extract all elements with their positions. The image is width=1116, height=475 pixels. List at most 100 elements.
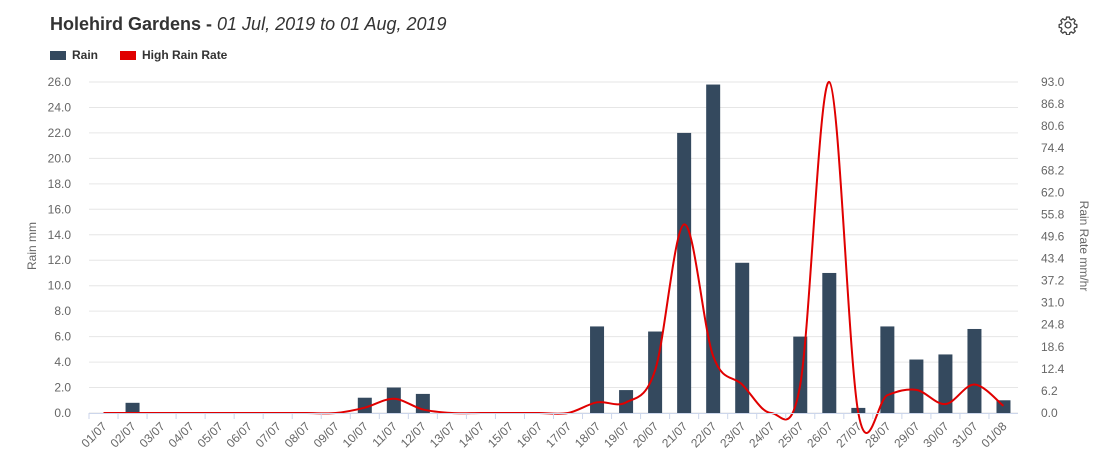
y-tick-label: 4.0 — [54, 355, 71, 369]
rain-bar[interactable] — [938, 354, 953, 413]
rain-bar[interactable] — [706, 84, 721, 414]
rate-series-line[interactable] — [103, 80, 1005, 434]
x-tick-label: 10/07 — [340, 419, 371, 450]
x-tick-label: 26/07 — [804, 419, 835, 450]
x-tick-label: 18/07 — [572, 419, 603, 450]
rate-point[interactable] — [913, 387, 919, 393]
rate-point[interactable] — [1000, 403, 1006, 409]
rain-bar[interactable] — [909, 359, 924, 413]
x-axis: 01/0702/0703/0704/0705/0706/0707/0708/07… — [79, 413, 1018, 450]
y2-tick-label: 37.2 — [1041, 274, 1065, 288]
grid-lines — [89, 81, 1018, 414]
y2-axis-title: Rain Rate mm/hr — [1077, 201, 1091, 292]
x-tick-label: 21/07 — [659, 419, 690, 450]
y-tick-label: 24.0 — [48, 100, 72, 114]
rate-point[interactable] — [623, 399, 629, 405]
x-tick-label: 25/07 — [775, 419, 806, 450]
legend-swatch-rain — [50, 50, 66, 60]
x-tick-label: 17/07 — [543, 419, 574, 450]
x-tick-label: 09/07 — [311, 419, 342, 450]
y2-tick-label: 74.4 — [1041, 141, 1065, 155]
title-separator: - — [201, 14, 218, 34]
y2-tick-label: 43.4 — [1041, 252, 1065, 266]
rate-point[interactable] — [362, 405, 368, 411]
y2-tick-label: 0.0 — [1041, 406, 1058, 420]
rate-point[interactable] — [942, 401, 948, 407]
rate-point[interactable] — [420, 406, 426, 412]
rate-point[interactable] — [739, 382, 745, 388]
right-axis: 0.0 6.2 12.4 18.6 24.8 31.0 37.2 43.4 49.6 55.8 62… — [1041, 75, 1065, 420]
date-range: 01 Jul, 2019 to 01 Aug, 2019 — [217, 14, 447, 34]
x-tick-label: 08/07 — [282, 419, 313, 450]
rain-bar[interactable] — [822, 272, 837, 413]
y2-tick-label: 12.4 — [1041, 362, 1065, 376]
y-tick-label: 26.0 — [48, 75, 72, 89]
rate-point[interactable] — [681, 221, 687, 227]
rate-point[interactable] — [971, 382, 977, 388]
y2-tick-label: 24.8 — [1041, 318, 1065, 332]
legend: Rain High Rain Rate — [50, 48, 227, 62]
x-tick-label: 04/07 — [166, 419, 197, 450]
legend-swatch-rate — [120, 50, 137, 60]
y-tick-label: 8.0 — [54, 304, 71, 318]
y-tick-label: 22.0 — [48, 126, 72, 140]
rain-bar[interactable] — [677, 132, 692, 413]
station-name: Holehird Gardens — [50, 14, 202, 34]
x-tick-label: 28/07 — [862, 419, 893, 450]
y2-tick-label: 68.2 — [1041, 163, 1065, 177]
rate-point[interactable] — [652, 367, 658, 373]
y2-tick-label: 93.0 — [1041, 75, 1065, 89]
gear-icon[interactable] — [1058, 15, 1078, 35]
left-axis: 0.0 2.0 4.0 6.0 8.0 10.0 12.0 14.0 16.0 18.0 20.0 2… — [48, 75, 72, 420]
x-tick-label: 03/07 — [137, 419, 168, 450]
chart-title: Holehird Gardens - 01 Jul, 2019 to 01 Au… — [50, 14, 447, 35]
rain-bars — [125, 84, 1011, 414]
x-tick-label: 19/07 — [601, 419, 632, 450]
y2-tick-label: 86.8 — [1041, 97, 1065, 111]
x-tick-label: 01/07 — [79, 419, 110, 450]
x-tick-label: 11/07 — [369, 419, 400, 450]
y2-tick-label: 55.8 — [1041, 207, 1065, 221]
rain-bar[interactable] — [125, 402, 140, 413]
x-tick-label: 29/07 — [891, 419, 922, 450]
x-tick-label: 31/07 — [949, 419, 980, 450]
y2-tick-label: 80.6 — [1041, 119, 1065, 133]
rain-bar[interactable] — [735, 262, 750, 413]
y-tick-label: 0.0 — [54, 406, 71, 420]
legend-label-rate: High Rain Rate — [142, 48, 228, 62]
y-tick-label: 14.0 — [48, 228, 72, 242]
y2-tick-label: 18.6 — [1041, 340, 1065, 354]
y-tick-label: 16.0 — [48, 202, 72, 216]
legend-item-rate[interactable]: High Rain Rate — [120, 48, 227, 62]
y-tick-label: 18.0 — [48, 177, 72, 191]
x-tick-label: 07/07 — [253, 419, 284, 450]
rate-point[interactable] — [797, 382, 803, 388]
rain-bar[interactable] — [590, 326, 605, 413]
rate-point[interactable] — [884, 392, 890, 398]
legend-item-rain[interactable]: Rain — [50, 48, 98, 62]
y2-tick-label: 62.0 — [1041, 185, 1065, 199]
rate-point[interactable] — [594, 399, 600, 405]
y2-tick-label: 49.6 — [1041, 229, 1065, 243]
x-tick-label: 05/07 — [195, 419, 226, 450]
y2-tick-label: 6.2 — [1041, 384, 1058, 398]
y-tick-label: 10.0 — [48, 279, 72, 293]
y-tick-label: 12.0 — [48, 253, 72, 267]
x-tick-label: 23/07 — [717, 419, 748, 450]
y-tick-label: 6.0 — [54, 330, 71, 344]
x-tick-label: 15/07 — [485, 419, 516, 450]
rain-bar[interactable] — [880, 326, 895, 413]
rate-point[interactable] — [391, 396, 397, 402]
x-tick-label: 22/07 — [688, 419, 719, 450]
rain-bar[interactable] — [386, 387, 401, 413]
rain-bar[interactable] — [967, 328, 982, 413]
y-tick-label: 2.0 — [54, 381, 71, 395]
rate-point[interactable] — [710, 353, 716, 359]
x-tick-label: 01/08 — [978, 419, 1009, 450]
x-tick-label: 02/07 — [108, 419, 139, 450]
y2-tick-label: 31.0 — [1041, 296, 1065, 310]
x-tick-label: 06/07 — [224, 419, 255, 450]
x-tick-label: 12/07 — [398, 419, 429, 450]
rate-point[interactable] — [826, 79, 832, 85]
